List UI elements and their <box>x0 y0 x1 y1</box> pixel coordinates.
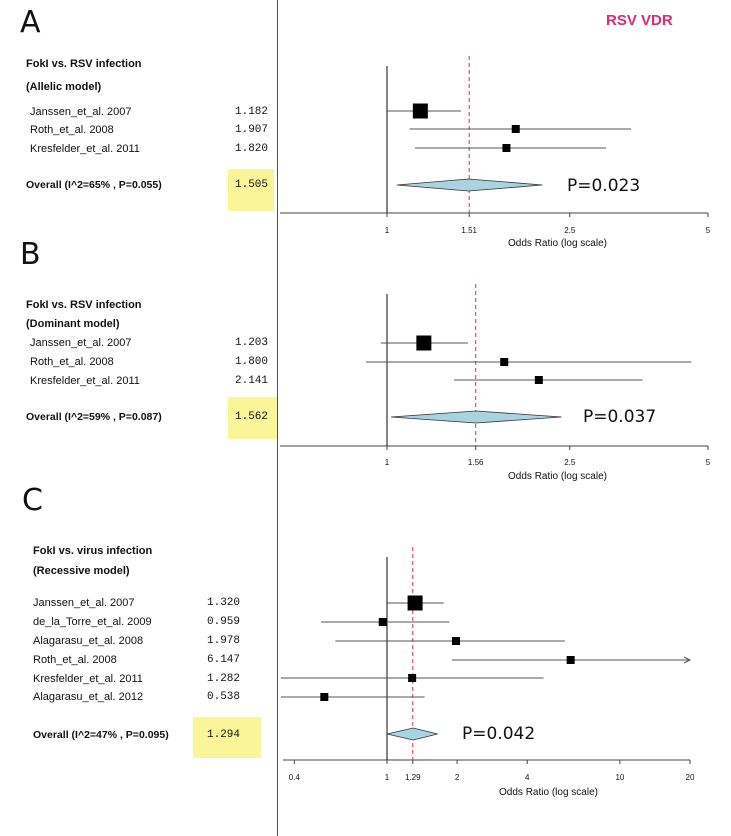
panel-c-overall-value: 1.294 <box>207 729 241 741</box>
panel-c-tick-label: 20 <box>686 773 695 782</box>
panel-a-overall-diamond <box>396 178 543 192</box>
panel-a-or-value: 1.907 <box>235 124 269 136</box>
panel-c-x-axis-label: Odds Ratio (log scale) <box>499 787 598 798</box>
panel-c-or-value: 1.978 <box>207 635 241 647</box>
panel-a-tick-label: 5 <box>706 226 711 235</box>
panel-c-overall-highlight <box>193 717 261 758</box>
panel-c-study-marker <box>407 595 423 611</box>
panel-a-x-axis-label: Odds Ratio (log scale) <box>508 238 607 249</box>
panel-a-overall-label: Overall (I^2=65% , P=0.055) <box>26 179 162 191</box>
panel-b-study-label: Roth_et_al. 2008 <box>30 356 114 368</box>
panel-b-study-label: Kresfelder_et_al. 2011 <box>30 375 140 387</box>
panel-b-study-marker <box>534 376 543 384</box>
panel-c-study-marker <box>451 637 460 645</box>
panel-a-study-label: Roth_et_al. 2008 <box>30 124 114 136</box>
panel-c-p-value: P=0.042 <box>462 724 536 744</box>
panel-c-title: FokI vs. virus infection <box>33 545 153 557</box>
panel-a-tick-label: 1.51 <box>461 226 477 235</box>
panel-b-tick-label: 2.5 <box>564 458 576 467</box>
panel-b-study-label: Janssen_et_al. 2007 <box>30 337 132 349</box>
panel-c-or-value: 0.538 <box>207 691 241 703</box>
panel-b-subtitle: (Dominant model) <box>26 318 120 330</box>
panel-a-study-marker <box>511 125 520 133</box>
panel-b-overall-value: 1.562 <box>235 411 269 423</box>
corner-title: RSV VDR <box>606 12 673 29</box>
panel-c-tick-label: 2 <box>455 773 460 782</box>
panel-a-title: FokI vs. RSV infection <box>26 58 142 70</box>
panel-a-study-marker <box>412 103 428 119</box>
panel-c-overall-label: Overall (I^2=47% , P=0.095) <box>33 729 169 741</box>
panel-a-subtitle: (Allelic model) <box>26 81 102 93</box>
panel-c-overall-diamond <box>386 727 438 741</box>
panel-c-ci-arrow <box>683 656 692 664</box>
panel-a-study-marker <box>502 144 511 152</box>
panel-a-overall-highlight <box>228 169 274 211</box>
panel-a-study-label: Kresfelder_et_al. 2011 <box>30 143 140 155</box>
panel-a-tick-label: 2.5 <box>564 226 576 235</box>
panel-b-p-value: P=0.037 <box>583 407 657 427</box>
panel-a-overall-value: 1.505 <box>235 179 269 191</box>
panel-b-or-value: 1.203 <box>235 337 269 349</box>
panel-c-study-label: Janssen_et_al. 2007 <box>33 597 135 609</box>
panel-b-overall-label: Overall (I^2=59% , P=0.087) <box>26 411 162 423</box>
panel-b-study-marker <box>500 358 509 366</box>
panel-c-study-label: Alagarasu_et_al. 2012 <box>33 691 144 703</box>
panel-b-overall-highlight <box>228 397 277 439</box>
panel-c-tick-label: 0.4 <box>289 773 301 782</box>
panel-c-study-marker <box>408 674 417 682</box>
panel-c-study-label: de_la_Torre_et_al. 2009 <box>33 616 152 628</box>
panel-c-study-label: Roth_et_al. 2008 <box>33 654 117 666</box>
panel-b-tick-label: 1 <box>385 458 390 467</box>
panel-a-p-value: P=0.023 <box>567 176 641 196</box>
panel-a-tick-label: 1 <box>385 226 390 235</box>
panel-c-tick-label: 1 <box>385 773 390 782</box>
panel-c-tick-label: 10 <box>615 773 624 782</box>
panel-b-letter: B <box>20 237 41 272</box>
panel-c-subtitle: (Recessive model) <box>33 565 130 577</box>
panel-c-study-marker <box>378 618 387 626</box>
panel-b-x-axis-label: Odds Ratio (log scale) <box>508 471 607 482</box>
panel-c-study-label: Kresfelder_et_al. 2011 <box>33 673 143 685</box>
panel-divider-line <box>277 0 278 836</box>
panel-c-tick-label: 1.29 <box>405 773 421 782</box>
panel-c-study-label: Alagarasu_et_al. 2008 <box>33 635 144 647</box>
panel-c-or-value: 1.282 <box>207 673 241 685</box>
panel-a-study-label: Janssen_et_al. 2007 <box>30 106 132 118</box>
panel-c-letter: C <box>22 483 43 518</box>
panel-a-or-value: 1.820 <box>235 143 269 155</box>
panel-a-letter: A <box>20 5 41 40</box>
panel-c-or-value: 1.320 <box>207 597 241 609</box>
panel-b-tick-label: 1.56 <box>468 458 484 467</box>
panel-b-or-value: 1.800 <box>235 356 269 368</box>
panel-c-study-marker <box>320 693 329 701</box>
panel-c-study-marker <box>566 656 575 664</box>
panel-b-study-marker <box>416 335 432 351</box>
panel-b-or-value: 2.141 <box>235 375 269 387</box>
panel-c-tick-label: 4 <box>525 773 530 782</box>
panel-c-or-value: 6.147 <box>207 654 241 666</box>
panel-b-tick-label: 5 <box>706 458 711 467</box>
panel-c-or-value: 0.959 <box>207 616 241 628</box>
panel-b-overall-diamond <box>390 410 562 424</box>
panel-a-or-value: 1.182 <box>235 106 269 118</box>
panel-b-title: FokI vs. RSV infection <box>26 299 142 311</box>
